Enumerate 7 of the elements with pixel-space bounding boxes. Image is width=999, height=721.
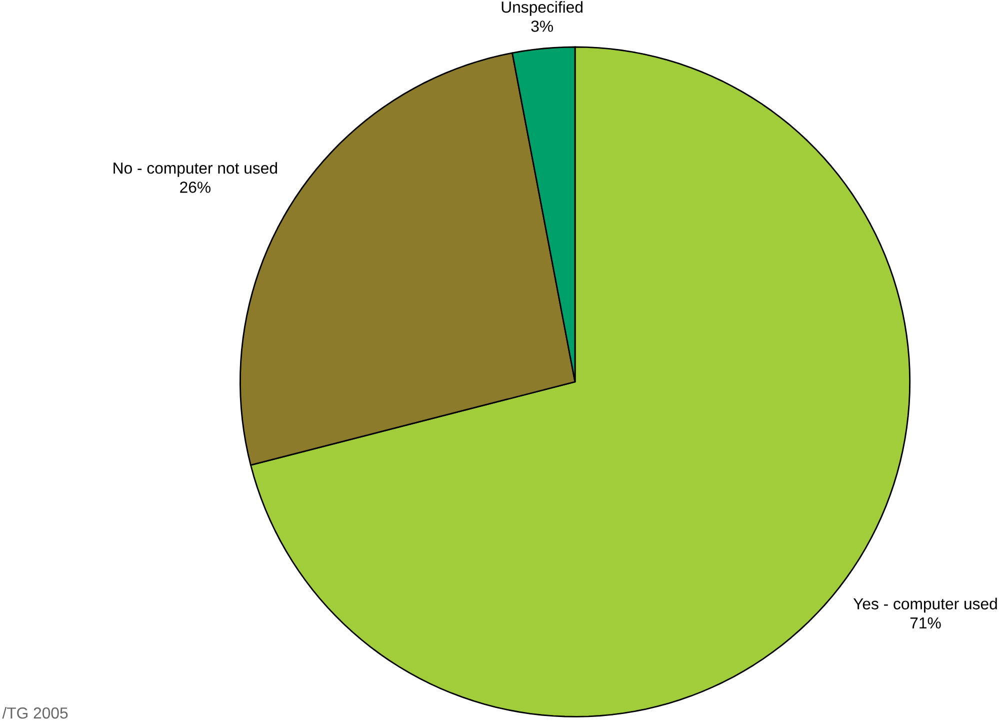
data-label: 71%: [910, 617, 941, 629]
data-label: 26%: [180, 182, 210, 193]
slice-label: Unspecified: [502, 1, 582, 16]
slice-label: Yes - computer used: [853, 598, 997, 613]
text: /TG 2005: [2, 707, 68, 719]
data-label: 3%: [531, 20, 553, 32]
slice-label: No - computer not used: [114, 162, 277, 177]
